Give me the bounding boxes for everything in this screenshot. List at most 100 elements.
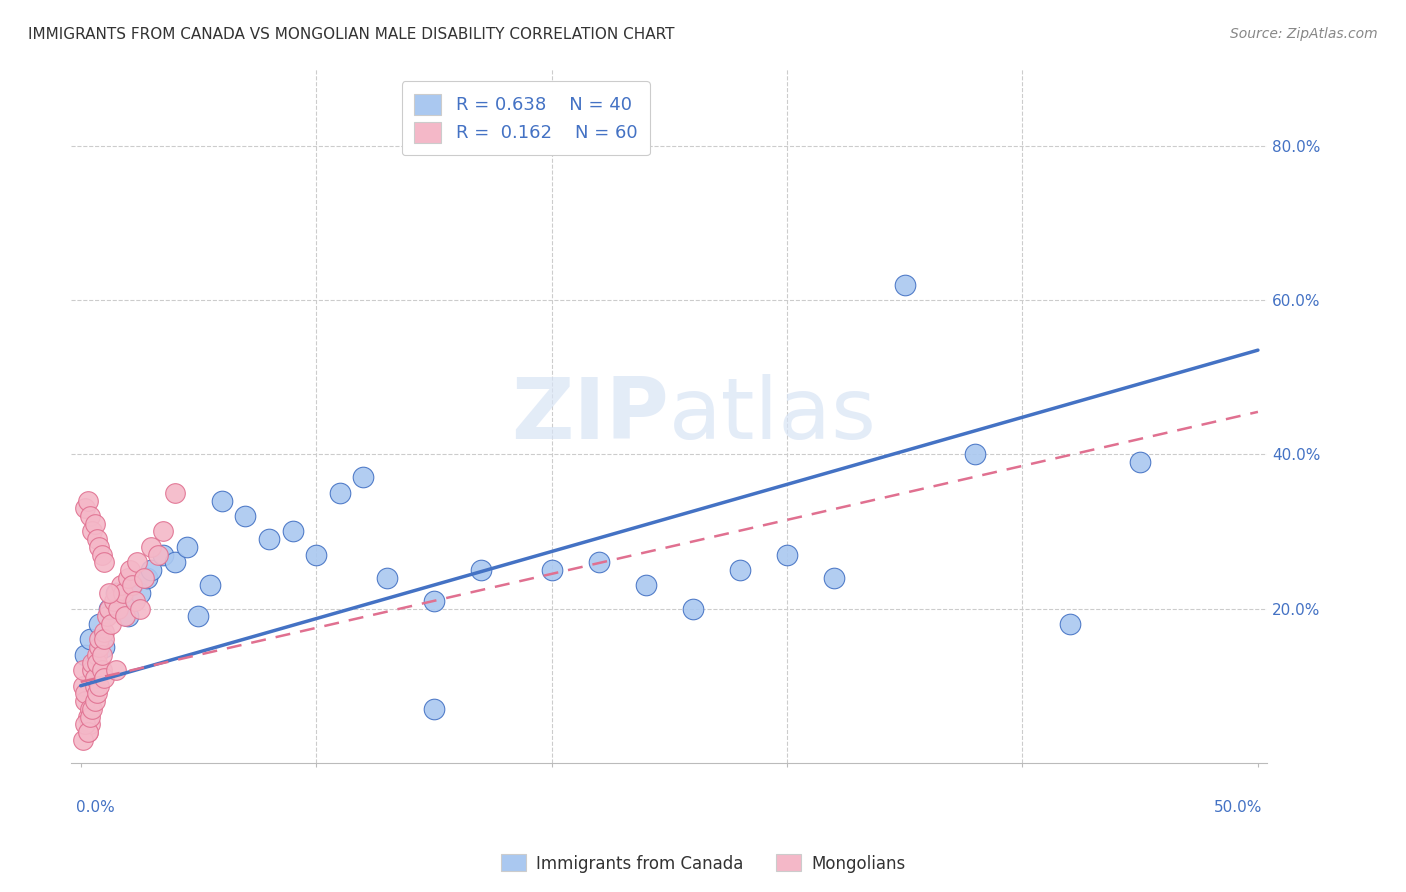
Point [96,609,118,624]
Point [117,571,139,585]
Point [89,617,111,632]
Point [89,640,111,655]
Point [634,578,657,592]
Point [176,540,198,554]
Point [423,594,446,608]
Point [97,586,120,600]
Point [90,548,112,562]
Point [79,509,101,524]
Point [124,594,146,608]
Point [86,648,108,662]
Point [83,656,105,670]
Point [281,524,304,539]
Point [79,632,101,647]
Point [97,601,120,615]
Point [72,664,94,678]
Point [135,571,157,585]
Point [104,664,127,678]
Point [79,709,101,723]
Point [103,594,125,608]
Point [75,501,97,516]
Point [82,702,104,716]
Point [107,601,129,615]
Point [187,609,209,624]
Point [1129,455,1152,469]
Point [423,702,446,716]
Point [104,586,127,600]
Point [352,470,374,484]
Point [305,548,328,562]
Point [97,601,120,615]
Legend: R = 0.638    N = 40, R =  0.162    N = 60: R = 0.638 N = 40, R = 0.162 N = 60 [402,81,650,155]
Point [728,563,751,577]
Point [76,725,98,739]
Point [141,563,163,577]
Point [83,694,105,708]
Text: ZIP: ZIP [512,375,669,458]
Point [1059,617,1081,632]
Point [82,656,104,670]
Point [211,493,233,508]
Point [148,548,170,562]
Point [375,571,398,585]
Point [93,632,115,647]
Point [82,664,104,678]
Point [83,671,105,685]
Point [152,548,174,562]
Text: 0.0%: 0.0% [76,800,115,815]
Point [93,624,115,639]
Point [86,532,108,546]
Point [257,532,280,546]
Point [76,725,98,739]
Point [75,717,97,731]
Point [682,601,704,615]
Point [163,555,186,569]
Point [82,524,104,539]
Point [152,524,174,539]
Point [100,617,122,632]
Point [776,548,799,562]
Point [86,656,108,670]
Point [121,578,143,592]
Point [163,486,186,500]
Point [90,664,112,678]
Point [141,540,163,554]
Point [110,578,132,592]
Point [121,578,143,592]
Point [120,563,142,577]
Point [89,540,111,554]
Text: atlas: atlas [669,375,877,458]
Point [72,732,94,747]
Point [79,717,101,731]
Point [235,509,257,524]
Point [965,447,987,461]
Point [128,586,150,600]
Point [89,632,111,647]
Point [75,694,97,708]
Text: Source: ZipAtlas.com: Source: ZipAtlas.com [1230,27,1378,41]
Point [114,609,136,624]
Point [470,563,492,577]
Point [93,640,115,655]
Point [329,486,352,500]
Point [93,671,115,685]
Text: IMMIGRANTS FROM CANADA VS MONGOLIAN MALE DISABILITY CORRELATION CHART: IMMIGRANTS FROM CANADA VS MONGOLIAN MALE… [28,27,675,42]
Point [83,679,105,693]
Point [893,277,915,292]
Point [128,601,150,615]
Point [112,594,135,608]
Point [117,609,139,624]
Point [72,679,94,693]
Text: 50.0%: 50.0% [1215,800,1263,815]
Point [79,702,101,716]
Point [127,555,149,569]
Point [89,679,111,693]
Point [112,586,135,600]
Point [75,686,97,700]
Point [83,516,105,531]
Point [588,555,610,569]
Point [76,493,98,508]
Point [90,648,112,662]
Point [823,571,845,585]
Point [104,586,127,600]
